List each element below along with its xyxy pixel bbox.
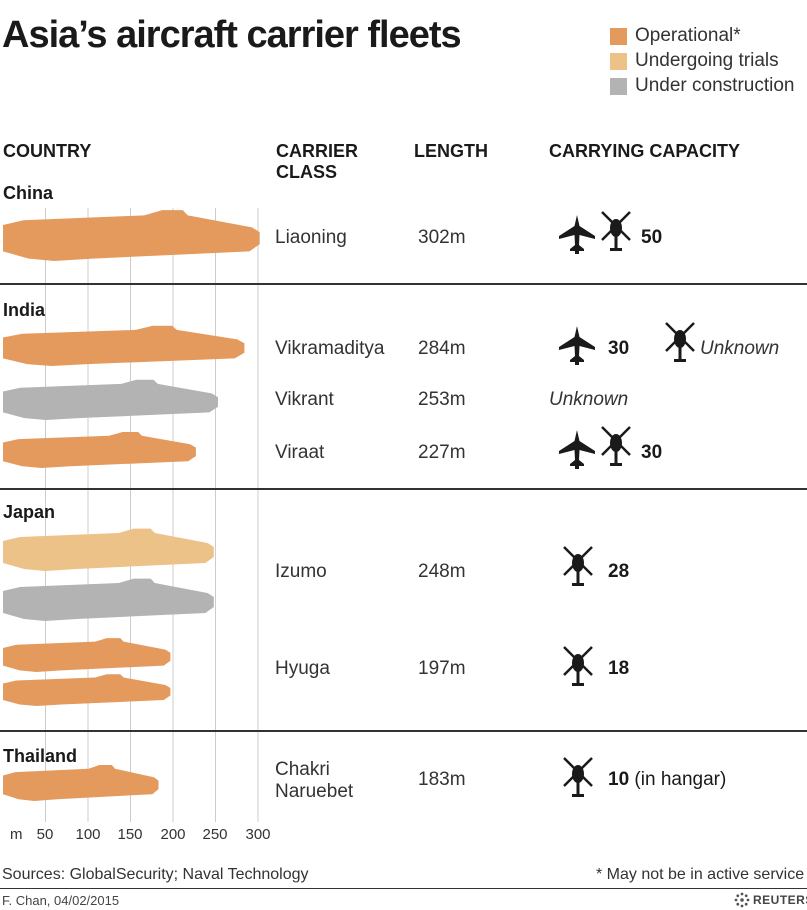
helicopter-icon <box>601 211 631 251</box>
length-viraat: 227m <box>418 442 466 463</box>
carrier-class-chakri-line2: Naruebet <box>275 781 354 802</box>
carrier-class-vikrant: Vikrant <box>275 389 334 410</box>
reuters-logo: REUTERS <box>734 892 807 908</box>
carrier-bar-hyuga <box>3 674 171 706</box>
column-header-carrier-class-line2: CLASS <box>276 162 338 182</box>
length-hyuga: 197m <box>418 658 466 679</box>
country-label-thailand: Thailand <box>3 746 78 766</box>
column-header-carrier-class-line1: CARRIER <box>276 141 359 161</box>
carrier-bar-chakri-naruebet <box>3 765 159 801</box>
capacity-viraat: 30 <box>641 442 663 463</box>
helicopter-icon <box>563 646 593 686</box>
axis-tick-label: 150 <box>117 826 143 843</box>
legend-item-trials: Undergoing trials <box>610 50 779 72</box>
capacity-vikramaditya: 30 <box>608 338 630 359</box>
chart-title: Asia’s aircraft carrier fleets <box>2 14 462 56</box>
helicopter-icon <box>665 322 695 362</box>
capacity-hyuga: 18 <box>608 658 630 679</box>
legend-label-construction: Under construction <box>635 75 795 96</box>
carrier-class-vikramaditya: Vikramaditya <box>275 338 385 359</box>
separator-line <box>0 283 807 285</box>
reuters-dots-icon <box>734 892 750 908</box>
credit-line: F. Chan, 04/02/2015 <box>2 893 120 908</box>
carrier-bar-vikrant <box>3 379 218 420</box>
legend-swatch-trials <box>610 52 627 70</box>
carrier-class-izumo: Izumo <box>275 561 327 582</box>
carrier-bar-izumo <box>3 578 214 621</box>
axis-tick-label: 250 <box>202 826 228 843</box>
helicopter-icon <box>563 546 593 586</box>
carrier-class-chakri-line1: Chakri <box>275 759 330 780</box>
helicopter-icon <box>601 426 631 466</box>
length-vikrant: 253m <box>418 389 466 410</box>
carrier-bar-hyuga <box>3 638 171 672</box>
service-footnote: * May not be in active service <box>596 866 805 883</box>
fighter-jet-icon <box>559 326 595 365</box>
length-izumo: 248m <box>418 561 466 582</box>
legend-label-trials: Undergoing trials <box>635 50 779 71</box>
axis-tick-label: 100 <box>75 826 101 843</box>
capacity-chakri-naruebet: 10 (in hangar) <box>608 769 726 791</box>
country-label-japan: Japan <box>3 502 56 522</box>
country-label-india: India <box>3 300 46 320</box>
capacity-chakri-value: 10 <box>608 769 630 790</box>
sources-note: Sources: GlobalSecurity; Naval Technolog… <box>2 866 309 883</box>
axis-unit-label: m <box>10 826 23 843</box>
legend-swatch-construction <box>610 77 627 95</box>
carrier-bar-viraat <box>3 432 196 468</box>
column-header-carrier-class: CARRIER CLASS <box>276 141 358 183</box>
legend-item-construction: Under construction <box>610 75 794 97</box>
separator-line <box>0 488 807 490</box>
axis-tick-label: 50 <box>36 826 54 843</box>
axis-tick-label: 200 <box>160 826 186 843</box>
axis-tick-label: 300 <box>245 826 271 843</box>
capacity-izumo: 28 <box>608 561 630 582</box>
carrier-bar-liaoning <box>3 210 260 261</box>
carrier-class-viraat: Viraat <box>275 442 325 463</box>
reuters-brand: REUTERS <box>753 893 807 907</box>
fighter-jet-icon <box>559 215 595 254</box>
length-chakri-naruebet: 183m <box>418 769 466 790</box>
length-liaoning: 302m <box>418 227 466 248</box>
helicopter-icon <box>563 757 593 797</box>
capacity-unknown-vikramaditya: Unknown <box>700 338 780 359</box>
column-header-country: COUNTRY <box>3 141 92 161</box>
capacity-chakri-note: (in hangar) <box>634 769 727 790</box>
capacity-unknown-vikrant: Unknown <box>549 389 629 410</box>
column-header-length: LENGTH <box>414 141 488 161</box>
column-header-capacity: CARRYING CAPACITY <box>549 141 741 161</box>
separator-line <box>0 730 807 732</box>
legend-item-operational: Operational* <box>610 25 741 47</box>
footer-rule <box>0 888 807 889</box>
legend-label-operational: Operational* <box>635 25 741 46</box>
carrier-bar-vikramaditya <box>3 325 245 366</box>
carrier-class-hyuga: Hyuga <box>275 658 330 679</box>
carrier-class-chakri-naruebet: Chakri Naruebet <box>275 759 353 803</box>
country-label-china: China <box>3 183 54 203</box>
carrier-class-liaoning: Liaoning <box>275 227 347 248</box>
carrier-bar-izumo <box>3 528 214 571</box>
length-vikramaditya: 284m <box>418 338 466 359</box>
legend-swatch-operational <box>610 27 627 45</box>
capacity-liaoning: 50 <box>641 227 663 248</box>
fighter-jet-icon <box>559 430 595 469</box>
